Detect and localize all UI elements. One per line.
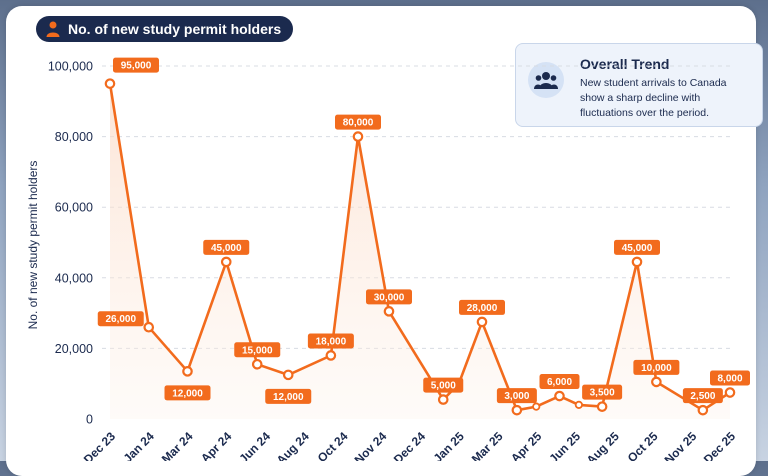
y-tick-label: 60,000 [55, 201, 93, 215]
data-label: 8,000 [710, 370, 750, 386]
data-point [651, 376, 662, 388]
svg-text:6,000: 6,000 [547, 377, 572, 388]
data-label: 30,000 [366, 289, 412, 305]
svg-text:45,000: 45,000 [211, 243, 242, 254]
x-tick-label: Jun 24 [236, 429, 273, 461]
data-label: 5,000 [423, 377, 464, 393]
data-label: 12,000 [265, 388, 312, 404]
chart-title: No. of new study permit holders [68, 21, 282, 37]
trend-description: New student arrivals to Canada show a sh… [580, 77, 727, 119]
data-label: 45,000 [614, 239, 660, 255]
data-point [574, 400, 583, 409]
svg-text:28,000: 28,000 [467, 303, 498, 314]
data-point [143, 321, 155, 333]
x-tick-label: Mar 25 [469, 429, 506, 461]
x-tick-label: Aug 24 [274, 429, 312, 461]
x-tick-label: Jun 25 [546, 429, 583, 461]
x-tick-label: Dec 24 [391, 429, 428, 461]
svg-text:15,000: 15,000 [242, 345, 273, 356]
data-label: 3,500 [582, 384, 623, 400]
data-label: 3,000 [496, 388, 537, 404]
y-tick-label: 40,000 [55, 271, 93, 285]
svg-text:2,500: 2,500 [690, 391, 715, 402]
svg-text:8,000: 8,000 [717, 374, 742, 385]
data-point [352, 131, 364, 142]
y-tick-label: 20,000 [55, 342, 93, 356]
svg-text:3,000: 3,000 [504, 391, 529, 402]
data-label: 10,000 [633, 359, 680, 375]
svg-text:3,500: 3,500 [590, 388, 615, 399]
svg-text:18,000: 18,000 [316, 336, 347, 347]
x-tick-label: Mar 24 [159, 429, 196, 461]
x-tick-label: Dec 23 [81, 429, 118, 461]
data-point [182, 366, 193, 377]
y-tick-label: 100,000 [48, 60, 93, 74]
data-label: 18,000 [307, 333, 354, 349]
svg-text:26,000: 26,000 [105, 314, 136, 325]
data-label: 2,500 [682, 388, 723, 404]
svg-text:45,000: 45,000 [622, 243, 653, 254]
x-tick-label: Oct 24 [315, 429, 351, 461]
data-label: 12,000 [164, 385, 211, 401]
trend-title: Overall Trend [580, 56, 670, 72]
x-tick-label: Apr 25 [508, 429, 545, 461]
chart-title-badge: No. of new study permit holders [36, 16, 294, 42]
x-tick-label: Dec 25 [701, 429, 738, 461]
svg-text:80,000: 80,000 [343, 118, 374, 129]
svg-text:10,000: 10,000 [641, 363, 672, 374]
overall-trend-box: Overall Trend New student arrivals to Ca… [515, 43, 763, 127]
data-point [554, 390, 565, 402]
data-point [596, 401, 608, 412]
svg-text:95,000: 95,000 [121, 61, 152, 72]
data-point [383, 306, 395, 317]
x-tick-label: Apr 24 [198, 429, 235, 461]
data-label: 26,000 [97, 311, 144, 327]
data-point [220, 256, 232, 268]
svg-text:30,000: 30,000 [374, 292, 405, 303]
data-point [511, 404, 523, 416]
data-point [532, 402, 541, 411]
y-tick-label: 80,000 [55, 130, 93, 144]
x-tick-label: Jan 24 [121, 429, 158, 461]
group-icon [528, 62, 564, 98]
data-point [104, 78, 116, 89]
data-label: 6,000 [539, 374, 580, 390]
person-icon [46, 21, 60, 37]
svg-text:12,000: 12,000 [172, 388, 203, 399]
data-label: 45,000 [203, 239, 250, 255]
data-label: 80,000 [335, 114, 381, 130]
data-label: 15,000 [234, 342, 281, 358]
data-point [724, 387, 736, 398]
svg-text:12,000: 12,000 [273, 392, 304, 403]
data-point [251, 358, 263, 370]
data-point [437, 394, 449, 405]
svg-text:5,000: 5,000 [431, 381, 456, 392]
data-point [476, 316, 488, 328]
x-tick-label: Nov 25 [662, 429, 700, 461]
data-point [697, 404, 709, 416]
data-point [631, 256, 643, 268]
x-tick-label: Nov 24 [352, 429, 390, 461]
data-point [282, 369, 294, 381]
x-tick-label: Jan 25 [431, 429, 468, 461]
y-tick-label: 0 [86, 413, 93, 427]
x-tick-label: Oct 25 [625, 429, 661, 461]
line-chart: 0 20,000 40,000 60,000 80,000 100,000 No. of … [26, 57, 750, 461]
data-label: 95,000 [113, 57, 159, 73]
x-tick-label: Aug 25 [584, 429, 622, 461]
data-point [325, 350, 337, 361]
y-axis-label: No. of new study permit holders [26, 161, 40, 330]
data-label: 28,000 [459, 299, 505, 315]
